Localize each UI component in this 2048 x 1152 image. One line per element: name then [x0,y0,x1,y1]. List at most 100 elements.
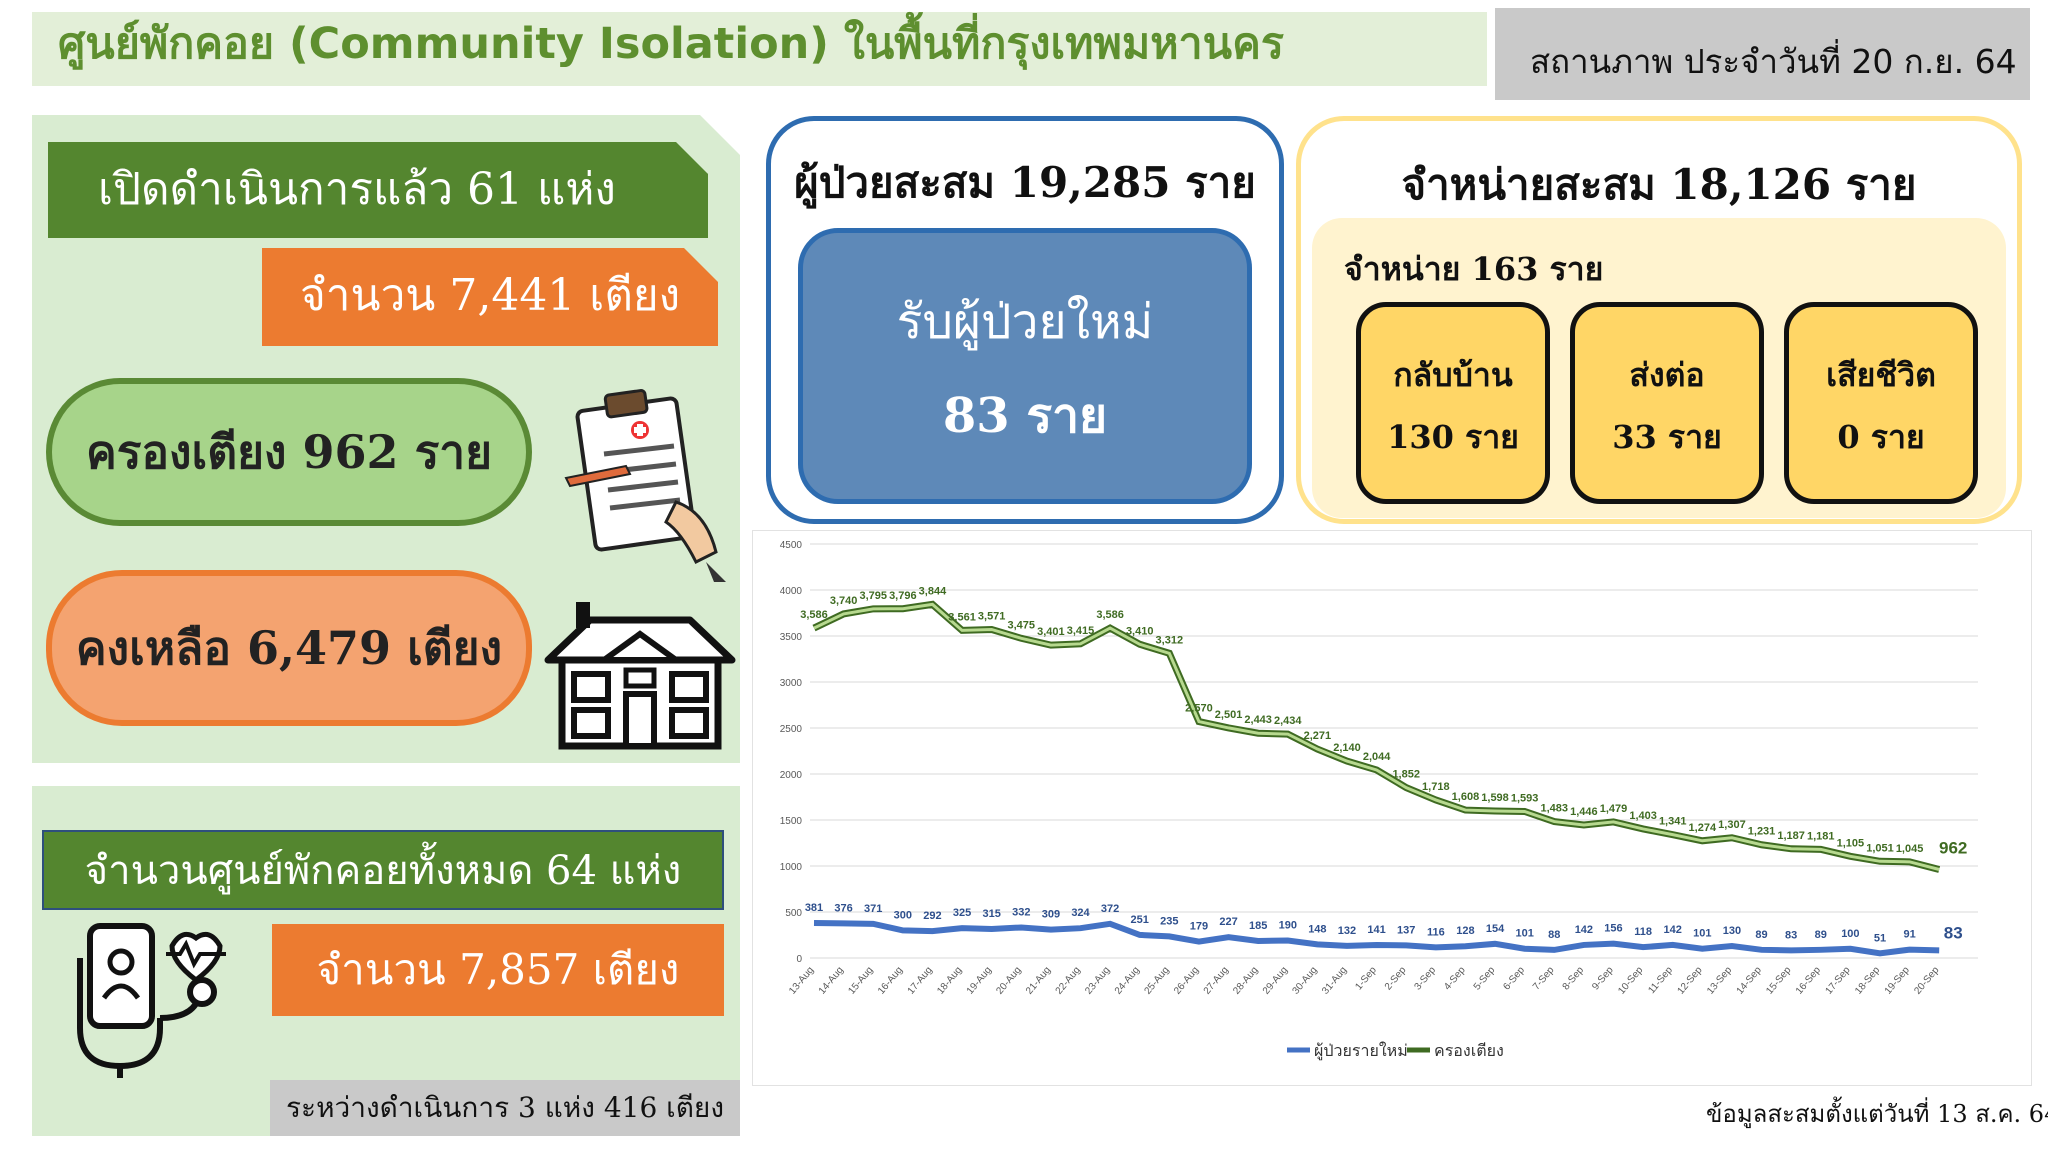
x-tick-label: 20-Sep [1912,965,1941,997]
x-tick-label: 31-Aug [1320,965,1349,997]
x-tick-label: 6-Sep [1501,965,1527,993]
data-label: 179 [1190,921,1208,933]
data-label: 2,434 [1274,715,1302,727]
data-label: 235 [1160,915,1178,927]
data-label: 300 [894,909,912,921]
x-tick-label: 18-Aug [935,965,964,997]
data-label: 2,570 [1185,703,1213,715]
y-tick-label: 2000 [780,770,803,781]
beds-count-box [262,248,718,346]
x-tick-label: 13-Sep [1705,965,1734,997]
x-tick-label: 16-Sep [1794,965,1823,997]
data-label: 142 [1575,924,1593,936]
data-label: 1,403 [1629,810,1657,822]
discharge-referred-label: ส่งต่อ [1629,356,1705,394]
data-label: 101 [1693,928,1711,940]
x-tick-label: 19-Aug [965,965,994,997]
data-label: 137 [1397,924,1415,936]
data-label: 88 [1548,929,1560,941]
data-label: 156 [1604,923,1622,935]
data-label: 1,045 [1896,843,1924,855]
data-label: 371 [864,903,882,915]
data-label: 1,483 [1540,803,1568,815]
x-tick-label: 15-Sep [1764,965,1793,997]
x-tick-label: 8-Sep [1561,965,1587,993]
data-label: 89 [1755,929,1767,941]
x-tick-label: 15-Aug [846,965,875,997]
data-label: 3,844 [919,585,947,597]
data-label: 3,795 [859,590,887,602]
data-label: 227 [1219,916,1237,928]
data-label: 3,561 [948,611,976,623]
y-tick-label: 3000 [780,678,803,689]
data-label: 292 [923,910,941,922]
data-label: 1,187 [1777,830,1805,842]
status-date: สถานภาพ ประจำวันที่ 20 ก.ย. 64 [1530,42,2017,81]
data-label: 1,593 [1511,792,1539,804]
x-tick-label: 23-Aug [1083,965,1112,997]
data-label: 1,231 [1748,826,1776,838]
data-label: 116 [1427,926,1445,938]
discharge-home-card [1356,302,1550,504]
data-label: 1,307 [1718,819,1746,831]
data-label: 1,479 [1600,803,1628,815]
y-tick-label: 0 [796,954,802,965]
legend-label-occupied: ครองเตียง [1434,1041,1504,1060]
data-label: 83 [1944,923,1963,942]
series-line-occupied [813,602,1940,871]
open-centers-banner [48,142,708,238]
data-label: 324 [1071,907,1090,919]
x-tick-label: 29-Aug [1261,965,1290,997]
data-label: 83 [1785,929,1797,941]
total-beds-label: จำนวน 7,857 เตียง [316,945,680,994]
x-tick-label: 17-Aug [906,965,935,997]
y-tick-label: 4000 [780,586,803,597]
data-label: 154 [1486,923,1505,935]
x-tick-label: 22-Aug [1054,965,1083,997]
data-label: 142 [1664,924,1682,936]
data-label: 100 [1841,928,1859,940]
data-label: 101 [1515,928,1533,940]
data-label: 2,501 [1215,709,1243,721]
x-tick-label: 10-Sep [1616,965,1645,997]
status-date-bar [1495,8,2030,100]
trend-line-chart: 0 500 1000 1500 2000 2500 3000 3500 4000 4500 13-A… [780,540,1978,1061]
data-label: 3,571 [978,610,1006,622]
data-label: 376 [834,902,852,914]
data-label: 190 [1279,920,1297,932]
data-label: 3,312 [1156,634,1184,646]
data-label: 1,341 [1659,816,1687,828]
y-tick-label: 3500 [780,632,803,643]
x-tick-label: 5-Sep [1472,965,1498,993]
y-tick-label: 4500 [780,540,803,551]
legend-label-new-patients: ผู้ป่วยรายใหม่ [1314,1041,1408,1061]
data-label: 3,586 [1096,609,1124,621]
data-label: 3,475 [1008,619,1036,631]
open-centers-label: เปิดดำเนินการแล้ว 61 แห่ง [98,164,616,215]
new-patients-box [798,228,1252,504]
discharge-home-count: 130 ราย [1387,418,1519,456]
discharge-home-label: กลับบ้าน [1393,356,1513,394]
data-label: 2,271 [1304,730,1332,742]
x-tick-label: 11-Sep [1646,965,1675,997]
discharge-deceased-count: 0 ราย [1837,418,1925,456]
x-tick-label: 2-Sep [1383,965,1409,993]
total-beds-box: จำนวน 7,857 เตียง [272,924,724,1016]
remaining-beds-pill: คงเหลือ 6,479 เตียง [46,570,532,726]
x-tick-label: 19-Sep [1883,965,1912,997]
y-tick-label: 1000 [780,862,803,873]
footnote: ข้อมูลสะสมตั้งแต่วันที่ 13 ส.ค. 64 [1706,1100,2048,1128]
data-label: 148 [1308,923,1326,935]
new-patients-count: 83 ราย [942,388,1108,444]
x-tick-label: 14-Sep [1735,965,1764,997]
x-tick-label: 12-Sep [1675,965,1704,997]
data-label: 3,401 [1037,626,1065,638]
data-label: 1,274 [1689,822,1717,834]
data-label: 118 [1634,926,1652,938]
data-label: 51 [1874,932,1886,944]
discharge-deceased-label: เสียชีวิต [1826,356,1936,394]
discharge-referred-count: 33 ราย [1612,418,1722,456]
data-label: 3,410 [1126,625,1154,637]
x-tick-label: 1-Sep [1353,965,1379,993]
total-centers-banner: จำนวนศูนย์พักคอยทั้งหมด 64 แห่ง [42,830,724,910]
